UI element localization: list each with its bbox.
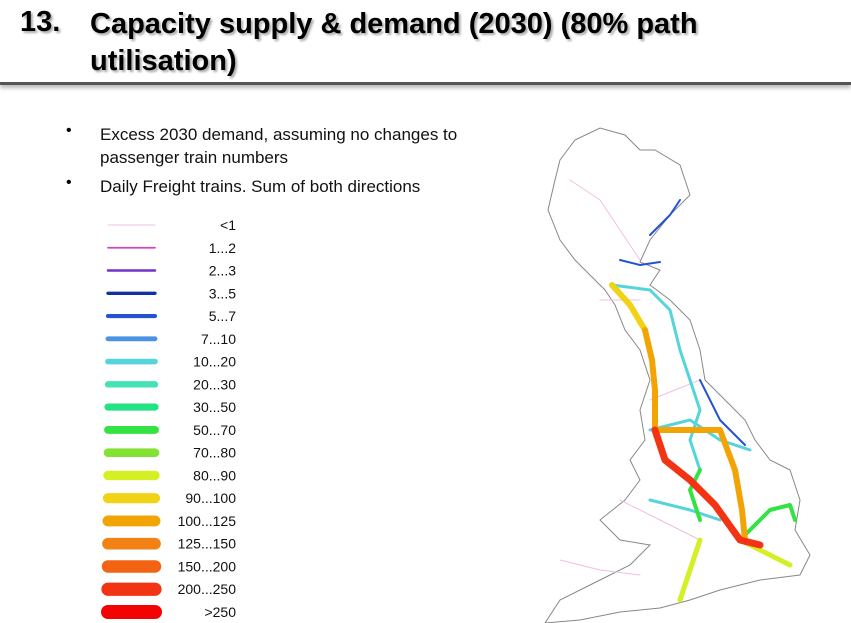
legend-label: 90...100 xyxy=(185,490,236,506)
legend: <1 1...2 2...3 3...5 5...7 7...10 10...20 20...… xyxy=(101,217,237,620)
legend-label: 150...200 xyxy=(178,558,237,574)
bullet: Daily Freight trains. Sum of both direct… xyxy=(100,177,421,196)
legend-label: <1 xyxy=(220,217,236,233)
header: 13. Capacity supply & demand (2030) (80%… xyxy=(0,0,851,85)
legend-label: 1...2 xyxy=(209,240,236,256)
legend-label: 2...3 xyxy=(209,263,236,279)
bullet-dot: • xyxy=(66,174,72,191)
legend-label: 3...5 xyxy=(209,285,236,301)
legend-label: 100...125 xyxy=(178,513,237,529)
legend-label: 70...80 xyxy=(193,445,236,461)
legend-label: 125...150 xyxy=(178,536,237,552)
legend-label: 200...250 xyxy=(178,581,237,597)
slide-title: Capacity supply & demand (2030) (80% pat… xyxy=(90,8,698,77)
map xyxy=(544,127,811,623)
legend-label: 80...90 xyxy=(193,467,236,483)
legend-label: 30...50 xyxy=(193,399,236,415)
legend-label: 50...70 xyxy=(193,422,236,438)
routes xyxy=(559,179,797,603)
bullet: Excess 2030 demand, assuming no changes … xyxy=(100,125,458,167)
legend-label: >250 xyxy=(204,604,236,620)
legend-label: 7...10 xyxy=(201,331,236,347)
coastline xyxy=(544,127,811,623)
legend-label: 10...20 xyxy=(193,354,236,370)
slide-number: 13. xyxy=(20,6,61,38)
bullet-dot: • xyxy=(66,122,72,139)
legend-label: 20...30 xyxy=(193,376,236,392)
legend-label: 5...7 xyxy=(209,308,236,324)
